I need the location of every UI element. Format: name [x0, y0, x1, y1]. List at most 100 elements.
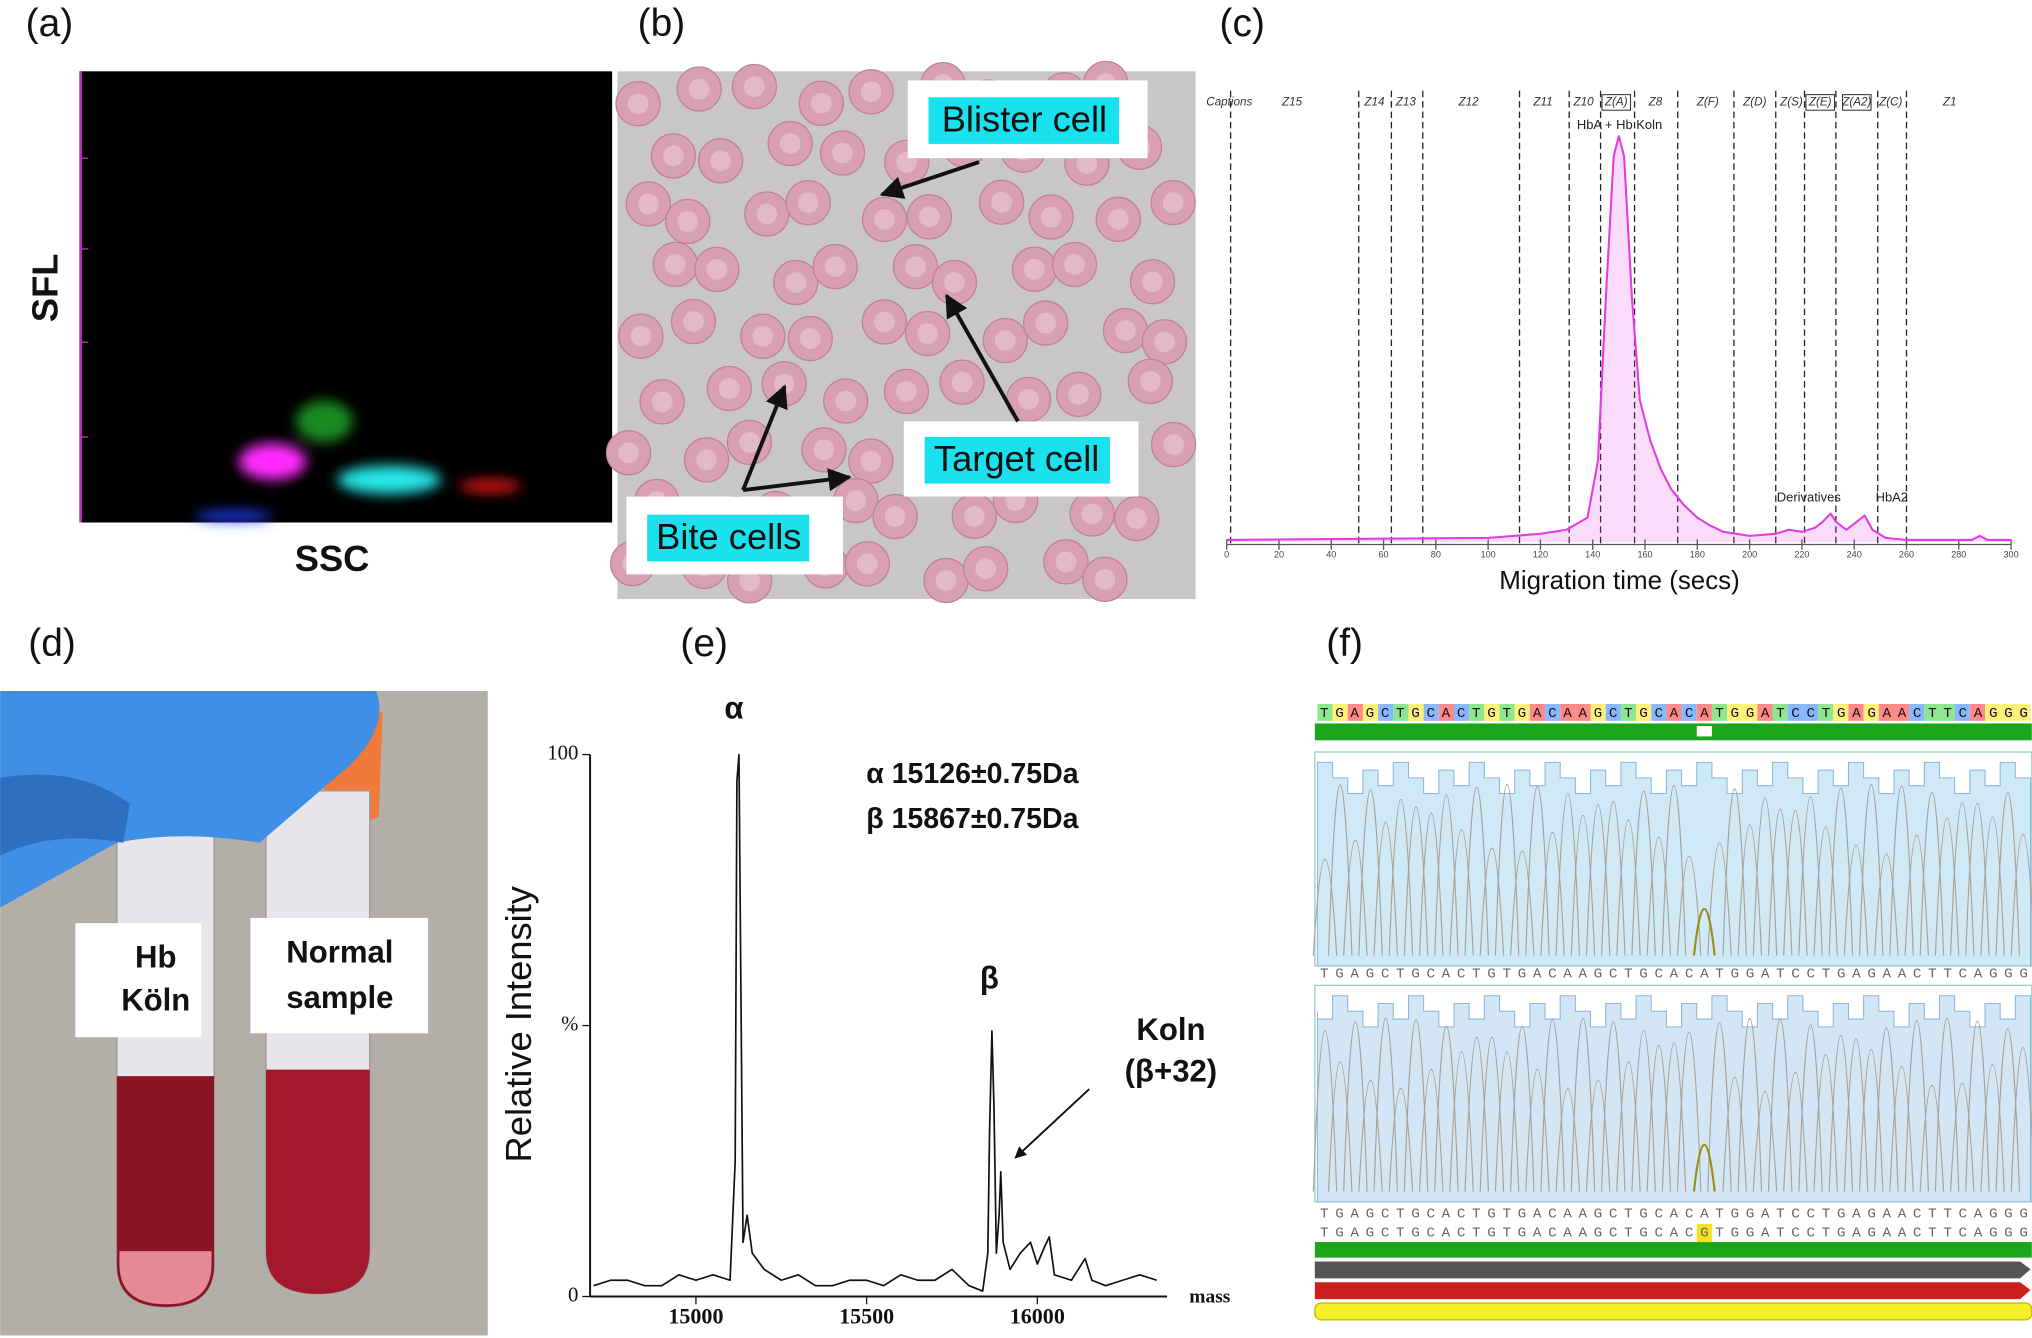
label-box	[250, 917, 429, 1034]
blood	[265, 1069, 370, 1294]
cell-center	[835, 390, 857, 412]
x-tick-label: 0	[1224, 549, 1229, 559]
base-box	[1651, 704, 1667, 721]
peak	[1858, 783, 1884, 956]
axis-label: mass	[1189, 1286, 1230, 1307]
peak	[1312, 859, 1338, 956]
cell-center	[785, 272, 807, 293]
variant-highlight	[1696, 1223, 1712, 1243]
x-tick-label: 260	[1899, 549, 1914, 559]
peak-label: HbA2	[1876, 489, 1908, 504]
cell-center	[1035, 312, 1057, 334]
cell-center	[1055, 551, 1077, 573]
cell-center	[756, 203, 778, 225]
peak	[1919, 1084, 1945, 1192]
panel-label: (a)	[26, 2, 74, 45]
zone-label: Z12	[1457, 96, 1479, 109]
peak	[1813, 1053, 1838, 1192]
base-box	[1362, 704, 1379, 721]
blood	[116, 1076, 215, 1307]
x-tick-label: 200	[1742, 549, 1757, 559]
peak	[1737, 1018, 1763, 1192]
peak	[1343, 839, 1368, 956]
cell-center	[696, 449, 717, 471]
base-box	[1742, 704, 1758, 721]
base-box	[1833, 704, 1849, 721]
zone-label: Captions	[1206, 96, 1252, 109]
cell-center	[944, 272, 965, 293]
base-box	[1848, 704, 1864, 721]
x-tick-label: 100	[1481, 549, 1496, 559]
peak	[1722, 788, 1747, 956]
peak	[1631, 1030, 1656, 1192]
peak	[1388, 1088, 1414, 1192]
peak	[1934, 817, 1960, 956]
peak	[1479, 1036, 1505, 1192]
base-box	[1696, 704, 1712, 721]
peak	[1464, 1036, 1489, 1192]
sequencing-panel: TGAGCTGCACTGTGACAAGCTGCACATGGATCCTGAGAAC…	[1312, 704, 2032, 1321]
cell-center	[860, 81, 882, 103]
peak-label: HbA + Hb Koln	[1577, 117, 1662, 132]
cell-center	[1040, 206, 1062, 228]
peak	[1949, 1082, 1975, 1192]
cell-center	[688, 78, 710, 100]
peak	[1449, 829, 1474, 956]
y-tick-label: 100	[547, 742, 578, 764]
cell-center	[919, 206, 940, 228]
peak	[1995, 1028, 2021, 1192]
annotation: β 15867±0.75Da	[866, 803, 1079, 835]
smear-panel: Blister cell Target cell Bite cells	[605, 60, 1197, 604]
cell-center	[1018, 389, 1039, 410]
zone-label: Z(A2)	[1841, 96, 1871, 109]
peak	[1494, 1051, 1520, 1192]
cell-center	[1115, 320, 1136, 341]
peak	[1555, 1088, 1581, 1192]
base-box	[1924, 704, 1940, 721]
base-box	[1727, 704, 1743, 721]
peak	[1479, 847, 1505, 956]
peak	[1904, 834, 1929, 956]
highlight	[647, 514, 810, 562]
base-box	[1545, 704, 1561, 721]
panel-label: (f)	[1326, 622, 1363, 665]
cluster	[194, 510, 273, 522]
cell-center	[874, 209, 895, 230]
peak	[1494, 783, 1520, 956]
tube-label: Hb	[135, 940, 176, 975]
zone-label: Z13	[1395, 96, 1417, 109]
base-box	[1666, 704, 1682, 721]
x-tick-label: 300	[2004, 549, 2019, 559]
peak	[1874, 1027, 1899, 1192]
peak	[1570, 1017, 1596, 1192]
base-box	[1469, 704, 1485, 721]
panel-label: (d)	[28, 622, 76, 665]
cluster	[337, 465, 441, 494]
peak	[1813, 826, 1838, 956]
arrow	[944, 293, 1020, 423]
axis-label: SFL	[25, 254, 66, 323]
arrow	[741, 384, 788, 491]
cell-center	[752, 325, 774, 347]
trace	[593, 753, 1158, 1292]
panel-label: (c)	[1220, 2, 1265, 45]
bar	[1314, 1302, 2032, 1321]
cell-center	[963, 505, 985, 527]
cell-center	[663, 145, 684, 167]
peak	[1798, 796, 1823, 956]
cluster	[295, 400, 353, 443]
cell-center	[824, 256, 846, 277]
tube-photo: Hb Köln Normal sample	[0, 691, 488, 1336]
cell-center	[799, 328, 821, 349]
annotation: Target cell	[934, 438, 1099, 479]
cell-center	[1162, 192, 1184, 214]
cell-center	[845, 490, 867, 511]
base-box	[1985, 704, 2001, 721]
cell-center	[651, 391, 673, 413]
cell-center	[832, 142, 853, 164]
read-sequence: TGAGCTGCACTGTGACAAGCTGCACATGGATCCTGAGAAC…	[1320, 1206, 2028, 1222]
zone-box	[1601, 94, 1632, 111]
tube-label: sample	[286, 980, 393, 1015]
axis-label: SSC	[295, 538, 370, 579]
variant-peak	[1692, 907, 1716, 956]
